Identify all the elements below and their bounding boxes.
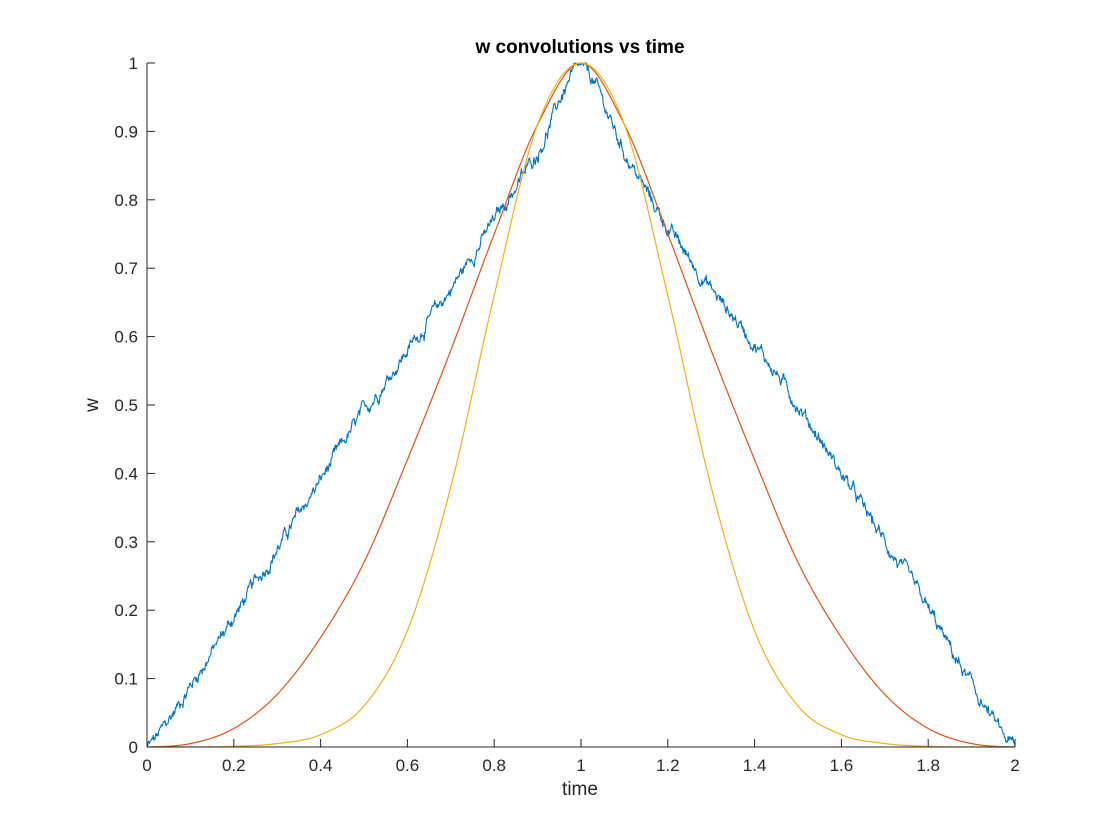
x-tick-label: 0.6 [396,756,420,775]
x-tick-label: 1.4 [743,756,767,775]
x-tick-label: 2 [1010,756,1019,775]
x-tick-label: 0.2 [222,756,246,775]
y-tick-label: 0.5 [114,396,138,415]
series-line-3 [147,62,1015,748]
x-tick-label: 1.6 [830,756,854,775]
x-axis-ticks: 0 0.2 0.4 0.6 0.8 1 1.2 1.4 1.6 1.8 2 [142,739,1020,775]
series-line-1 [146,62,1016,748]
x-tick-label: 1 [576,756,585,775]
x-tick-label: 1.2 [656,756,680,775]
y-tick-label: 0.8 [114,191,138,210]
x-tick-label: 0.4 [309,756,333,775]
y-tick-label: 0.3 [114,533,138,552]
plot-area: 0 0.2 0.4 0.6 0.8 1 1.2 1.4 1.6 1.8 2 0 0.1 0.2 0.3 0.… [114,54,1019,775]
y-tick-label: 0.6 [114,328,138,347]
y-tick-label: 0.2 [114,601,138,620]
x-tick-label: 0.8 [482,756,506,775]
y-tick-label: 1 [129,54,138,73]
y-tick-label: 0.1 [114,670,138,689]
y-tick-label: 0 [129,738,138,757]
chart-title: w convolutions vs time [474,37,684,58]
y-axis-label: w [82,398,103,413]
y-tick-label: 0.4 [114,464,138,483]
y-axis-ticks: 0 0.1 0.2 0.3 0.4 0.5 0.6 0.7 0.8 0.9 1 [114,54,155,757]
x-axis-label: time [562,779,598,800]
x-tick-label: 0 [142,756,151,775]
y-tick-label: 0.9 [114,122,138,141]
series-layer [146,62,1016,748]
y-tick-label: 0.7 [114,259,138,278]
x-tick-label: 1.8 [916,756,940,775]
